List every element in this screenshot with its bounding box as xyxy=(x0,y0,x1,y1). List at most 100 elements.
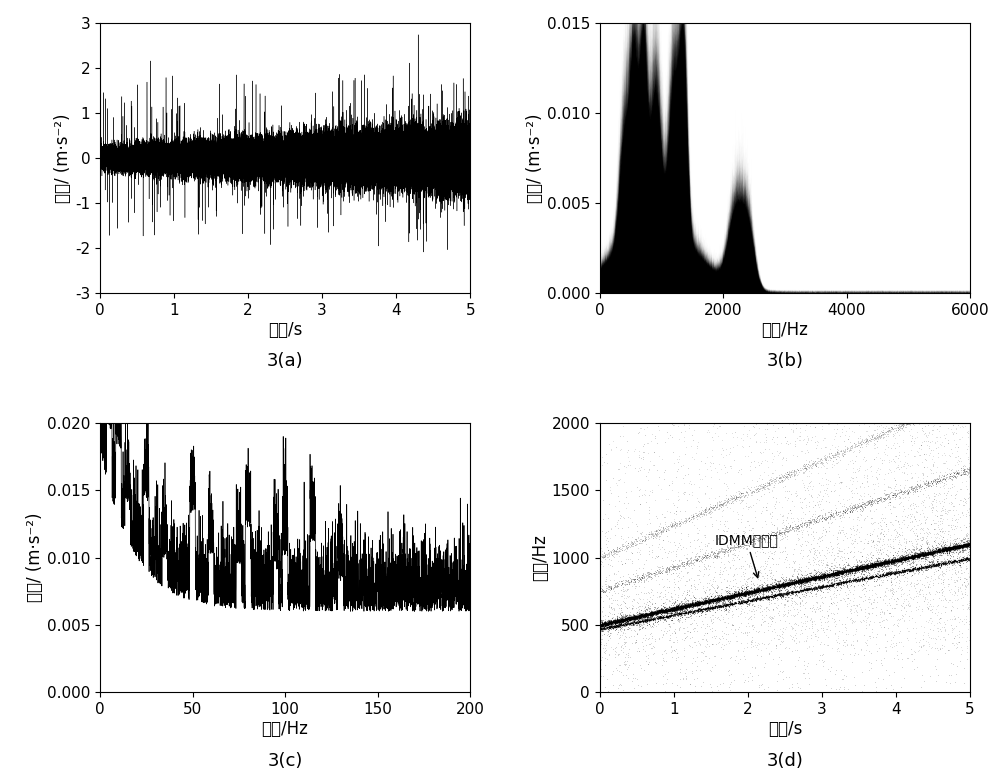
Point xyxy=(813,572,829,584)
Point xyxy=(876,557,892,569)
Point xyxy=(687,598,703,611)
Point xyxy=(696,596,712,608)
Point xyxy=(960,552,976,565)
Point xyxy=(718,589,734,601)
Point xyxy=(863,571,879,584)
Point xyxy=(655,605,671,618)
Point xyxy=(939,543,955,555)
Point xyxy=(831,545,847,557)
Point xyxy=(687,599,703,612)
Point xyxy=(937,541,953,554)
Point xyxy=(897,485,913,498)
Point xyxy=(744,598,760,610)
Point xyxy=(773,590,789,602)
Point xyxy=(842,506,858,518)
Point xyxy=(767,584,783,597)
Point xyxy=(638,469,654,482)
Point xyxy=(829,644,845,657)
Point xyxy=(854,501,870,513)
Point xyxy=(676,435,692,447)
Point xyxy=(701,506,717,518)
Point xyxy=(745,585,761,598)
Point xyxy=(879,567,895,580)
Point xyxy=(858,559,874,572)
Point xyxy=(744,586,760,598)
Point xyxy=(919,601,935,613)
Point xyxy=(705,602,721,615)
Point xyxy=(899,632,915,644)
Point xyxy=(704,506,720,518)
Point xyxy=(705,573,721,585)
Point xyxy=(910,548,926,560)
Point xyxy=(724,591,740,604)
Point xyxy=(887,566,903,578)
Point xyxy=(614,576,630,589)
Point xyxy=(901,416,917,429)
Point xyxy=(755,583,771,595)
Point xyxy=(893,548,909,561)
Point xyxy=(781,573,797,586)
Point xyxy=(727,593,743,605)
Point xyxy=(896,564,912,576)
Point xyxy=(667,605,683,618)
Point xyxy=(955,416,971,429)
Point xyxy=(920,416,936,429)
Point xyxy=(639,612,655,624)
Point xyxy=(782,471,798,483)
Point xyxy=(667,588,683,601)
Point xyxy=(738,485,754,498)
Point xyxy=(758,501,774,513)
Point xyxy=(753,580,769,592)
Point xyxy=(746,605,762,618)
Point xyxy=(722,494,738,506)
Point xyxy=(624,617,640,629)
Point xyxy=(859,562,875,574)
Point xyxy=(703,546,719,559)
Point xyxy=(960,538,976,550)
Point xyxy=(639,615,655,627)
Point xyxy=(708,594,724,606)
Point xyxy=(703,457,719,469)
Point xyxy=(750,482,766,495)
Point xyxy=(950,541,966,553)
Point xyxy=(873,429,889,441)
Point xyxy=(855,560,871,573)
Point xyxy=(774,475,790,488)
Point xyxy=(693,596,709,608)
Point xyxy=(635,615,651,628)
Point xyxy=(726,590,742,602)
Point xyxy=(885,585,901,598)
Point xyxy=(961,553,977,566)
Point xyxy=(601,548,617,560)
Point xyxy=(690,605,706,617)
Point xyxy=(887,486,903,499)
Point xyxy=(633,605,649,617)
Point xyxy=(669,594,685,606)
Point xyxy=(805,640,821,652)
Point xyxy=(675,541,691,553)
Point xyxy=(733,586,749,598)
Point xyxy=(915,591,931,603)
Point xyxy=(639,613,655,626)
Point xyxy=(829,550,845,562)
Point xyxy=(632,609,648,622)
Point xyxy=(760,593,776,605)
Point xyxy=(659,581,675,594)
Point xyxy=(744,585,760,598)
Point xyxy=(877,483,893,496)
Point xyxy=(899,563,915,576)
Point xyxy=(775,579,791,591)
Point xyxy=(847,564,863,576)
Point xyxy=(718,599,734,612)
Point xyxy=(872,533,888,545)
Point xyxy=(709,501,725,513)
Point xyxy=(781,577,797,590)
Point xyxy=(911,549,927,562)
Point xyxy=(882,562,898,574)
Point xyxy=(644,483,660,496)
Point xyxy=(825,569,841,582)
Point xyxy=(813,584,829,596)
Point xyxy=(755,589,771,601)
Point xyxy=(733,596,749,608)
Point xyxy=(940,519,956,531)
